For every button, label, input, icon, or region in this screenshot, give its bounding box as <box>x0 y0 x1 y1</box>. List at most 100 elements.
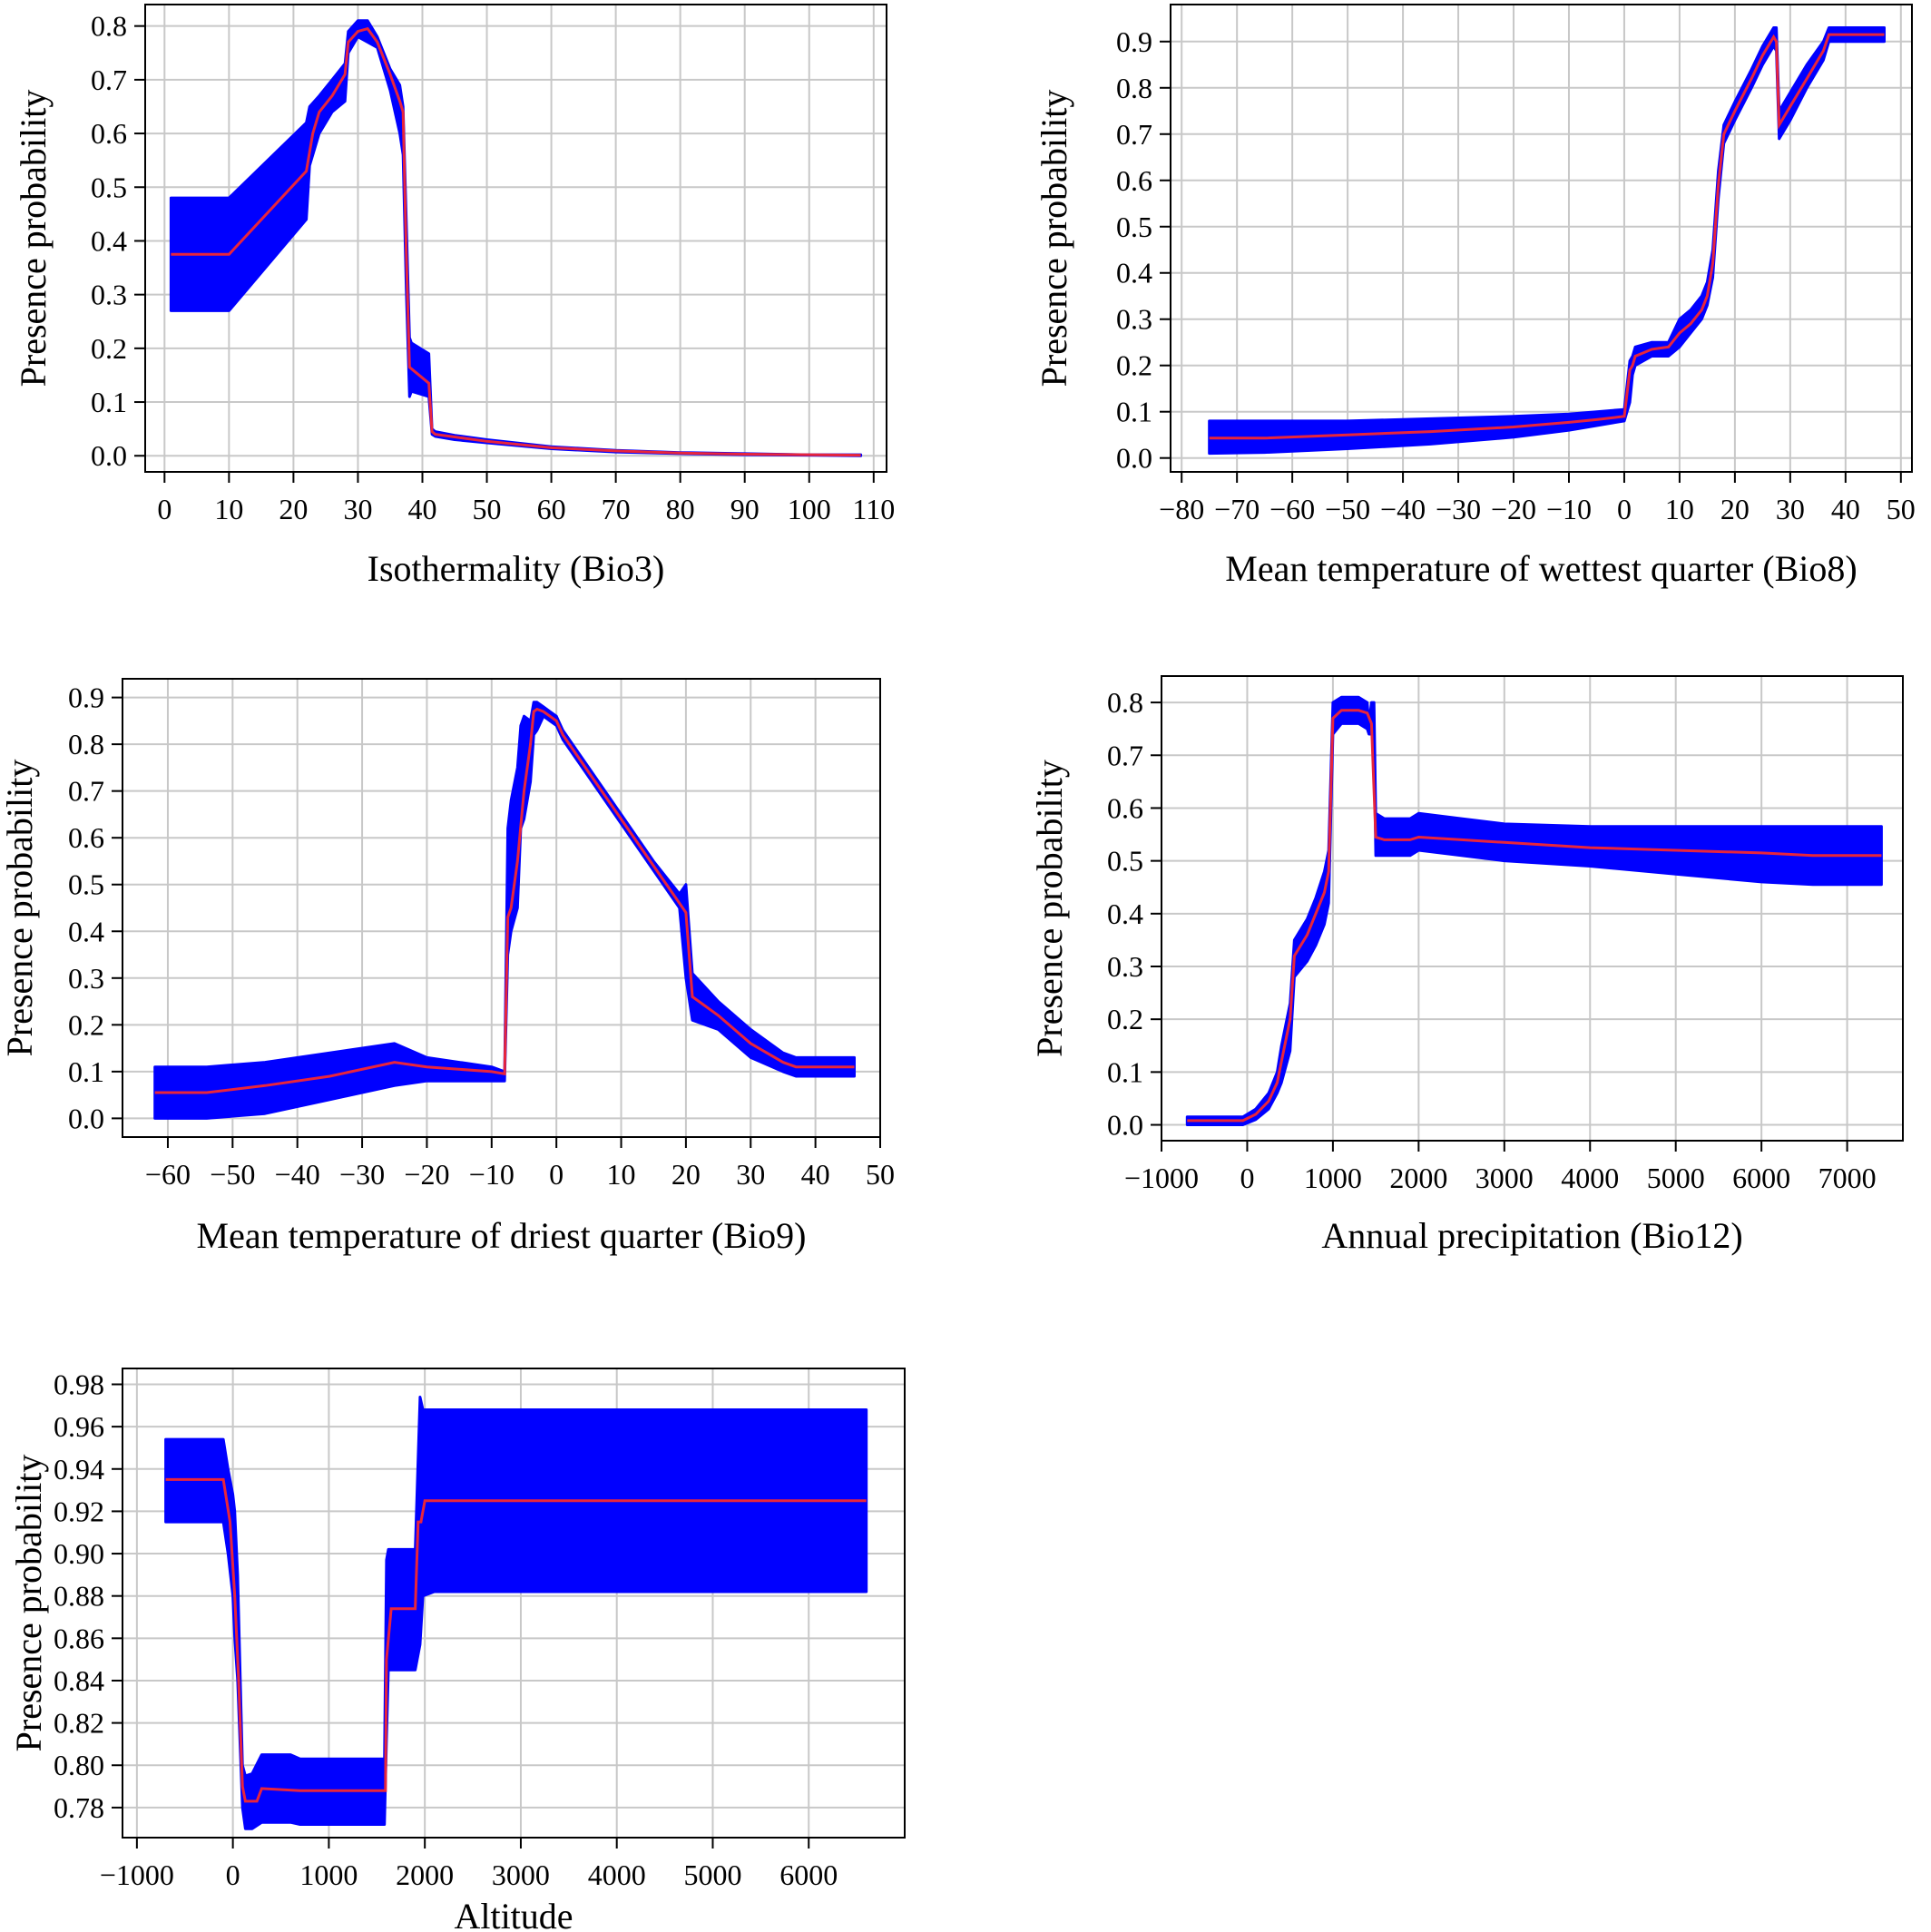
y-tick-label: 0.7 <box>1116 118 1152 151</box>
y-tick-label: 0.0 <box>68 1102 104 1134</box>
y-tick-label: 0.3 <box>1116 303 1152 336</box>
response-curve <box>154 707 855 1094</box>
y-tick-label: 0.78 <box>54 1791 104 1824</box>
y-tick-label: 0.3 <box>91 279 127 311</box>
y-tick-label: 0.2 <box>91 332 127 365</box>
x-tick-label: 50 <box>1887 493 1916 525</box>
x-tick-label: 50 <box>866 1158 895 1191</box>
response-curve <box>1209 33 1885 440</box>
y-tick-label: 0.6 <box>1107 791 1143 824</box>
x-tick-label: 0 <box>1617 493 1632 525</box>
y-axis-title: Presence probability <box>1029 760 1070 1057</box>
plot-frame <box>1161 675 1904 1142</box>
plot-frame <box>1170 4 1913 473</box>
y-tick-label: 0.5 <box>68 868 104 901</box>
x-tick-label: 20 <box>279 493 308 525</box>
x-tick-label: −10 <box>469 1158 515 1191</box>
y-tick-label: 0.6 <box>68 821 104 854</box>
y-axis-title: Presence probability <box>0 760 40 1057</box>
x-tick-label: 80 <box>666 493 695 525</box>
y-tick-label: 0.98 <box>54 1368 104 1400</box>
y-tick-label: 0.0 <box>91 439 127 472</box>
chart-panel-5: −1000 0 1000 2000 3000 4000 5000 6000 0.78 0.80 0.… <box>8 1368 906 1932</box>
y-tick-label: 0.3 <box>68 962 104 995</box>
y-tick-label: 0.4 <box>1116 257 1152 289</box>
y-tick-label: 0.96 <box>54 1410 104 1443</box>
confidence-band <box>1208 26 1886 456</box>
x-tick-label: 2000 <box>396 1858 454 1891</box>
y-tick-label: 0.7 <box>91 64 127 96</box>
y-axis-title: Presence probability <box>8 1455 49 1752</box>
response-curve <box>171 26 861 457</box>
x-tick-label: 10 <box>1665 493 1694 525</box>
y-tick-label: 0.5 <box>1107 845 1143 878</box>
x-tick-label: 6000 <box>779 1858 838 1891</box>
x-tick-label: −80 <box>1159 493 1204 525</box>
y-tick-label: 0.1 <box>1107 1055 1143 1088</box>
x-tick-label: 20 <box>671 1158 701 1191</box>
x-tick-label: −30 <box>339 1158 385 1191</box>
y-tick-label: 0.2 <box>1116 349 1152 382</box>
x-tick-label: 50 <box>473 493 502 525</box>
x-axis-title: Annual precipitation (Bio12) <box>1321 1215 1742 1256</box>
confidence-band <box>169 19 863 457</box>
y-tick-label: 0.5 <box>91 171 127 203</box>
x-tick-label: −60 <box>145 1158 191 1191</box>
y-tick-label: 0.8 <box>1107 686 1143 719</box>
x-tick-label: 5000 <box>683 1858 741 1891</box>
x-tick-label: 1000 <box>299 1858 358 1891</box>
x-tick-label: 40 <box>1831 493 1860 525</box>
x-tick-label: −40 <box>275 1158 320 1191</box>
y-tick-label: 0.6 <box>91 117 127 150</box>
x-tick-label: 2000 <box>1389 1162 1447 1194</box>
y-tick-label: 0.8 <box>68 728 104 760</box>
confidence-band <box>1185 695 1883 1126</box>
x-tick-label: 0 <box>549 1158 564 1191</box>
y-tick-label: 0.0 <box>1116 442 1152 475</box>
response-curve <box>165 1477 867 1803</box>
plot-frame <box>122 1368 906 1839</box>
x-tick-label: −20 <box>1491 493 1536 525</box>
y-tick-label: 0.0 <box>1107 1109 1143 1142</box>
y-tick-label: 0.8 <box>91 10 127 43</box>
y-tick-label: 0.7 <box>68 775 104 808</box>
response-curve <box>1187 709 1882 1123</box>
confidence-band <box>164 1396 868 1830</box>
y-tick-label: 0.82 <box>54 1707 104 1740</box>
chart-panel-4: −1000 0 1000 2000 3000 4000 5000 6000 7000 0.0 0.1… <box>1029 675 1904 1256</box>
x-tick-label: 20 <box>1720 493 1750 525</box>
x-tick-label: −40 <box>1380 493 1426 525</box>
x-tick-label: 10 <box>607 1158 636 1191</box>
x-tick-label: 30 <box>736 1158 765 1191</box>
x-tick-label: 4000 <box>588 1858 646 1891</box>
plot-frame <box>144 4 887 473</box>
y-tick-label: 0.9 <box>68 682 104 714</box>
x-tick-label: 5000 <box>1647 1162 1705 1194</box>
y-tick-label: 0.6 <box>1116 164 1152 197</box>
chart-panel-1: 0 10 20 30 40 50 60 70 80 90 100 110 0.0 0.1 0.2 0.3 0.4… <box>13 4 895 589</box>
x-tick-label: 10 <box>214 493 243 525</box>
y-axis-title: Presence probability <box>1034 90 1074 387</box>
x-tick-label: 1000 <box>1304 1162 1362 1194</box>
x-tick-label: 60 <box>537 493 566 525</box>
x-tick-label: 70 <box>602 493 631 525</box>
x-tick-label: 90 <box>730 493 760 525</box>
x-tick-label: −20 <box>404 1158 449 1191</box>
y-tick-label: 0.88 <box>54 1580 104 1613</box>
x-axis-title: Altitude <box>454 1896 573 1932</box>
y-tick-label: 0.3 <box>1107 950 1143 983</box>
x-tick-label: −1000 <box>100 1858 174 1891</box>
y-tick-label: 0.1 <box>91 386 127 418</box>
plot-frame <box>122 678 881 1138</box>
x-tick-label: 30 <box>1776 493 1805 525</box>
x-tick-label: 0 <box>1240 1162 1254 1194</box>
x-tick-label: 0 <box>226 1858 240 1891</box>
y-tick-label: 0.5 <box>1116 211 1152 243</box>
y-tick-label: 0.94 <box>54 1453 104 1486</box>
x-axis-title: Isothermality (Bio3) <box>368 548 665 589</box>
y-tick-label: 0.7 <box>1107 739 1143 771</box>
x-tick-label: 0 <box>157 493 172 525</box>
x-axis-title: Mean temperature of driest quarter (Bio9… <box>197 1215 807 1256</box>
x-tick-label: 7000 <box>1818 1162 1877 1194</box>
